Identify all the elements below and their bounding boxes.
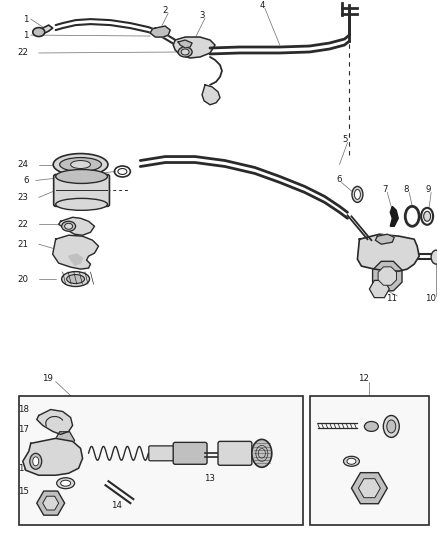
Text: 11: 11 [386, 294, 397, 303]
Ellipse shape [71, 160, 91, 168]
Ellipse shape [60, 158, 102, 172]
Text: 6: 6 [336, 175, 342, 184]
Text: 18: 18 [18, 405, 29, 414]
Ellipse shape [33, 28, 45, 37]
Ellipse shape [67, 274, 85, 284]
Text: 22: 22 [18, 220, 29, 229]
Ellipse shape [387, 420, 396, 433]
Polygon shape [59, 217, 95, 235]
Text: 15: 15 [18, 487, 29, 496]
Text: 19: 19 [42, 374, 53, 383]
Polygon shape [150, 26, 170, 37]
Text: 6: 6 [23, 176, 29, 185]
Ellipse shape [118, 168, 127, 174]
Polygon shape [178, 40, 192, 48]
Text: 2: 2 [162, 6, 168, 14]
FancyBboxPatch shape [173, 442, 207, 464]
Ellipse shape [62, 272, 89, 287]
Polygon shape [173, 37, 215, 58]
FancyBboxPatch shape [218, 441, 252, 465]
Text: 22: 22 [18, 49, 29, 58]
Text: 14: 14 [111, 500, 122, 510]
Text: 5: 5 [342, 135, 347, 144]
Ellipse shape [383, 416, 399, 438]
Ellipse shape [56, 198, 107, 211]
Ellipse shape [352, 187, 363, 203]
Ellipse shape [178, 47, 192, 57]
Ellipse shape [181, 49, 189, 55]
Text: 7: 7 [382, 185, 387, 194]
Text: 24: 24 [18, 160, 29, 169]
Ellipse shape [343, 456, 360, 466]
FancyBboxPatch shape [54, 174, 110, 206]
Text: 4: 4 [259, 1, 265, 10]
Ellipse shape [33, 457, 39, 466]
Ellipse shape [354, 189, 360, 199]
Ellipse shape [60, 480, 71, 486]
Text: 20: 20 [18, 274, 29, 284]
Ellipse shape [53, 154, 108, 175]
Polygon shape [23, 438, 82, 475]
Text: 1: 1 [23, 30, 29, 39]
Text: 12: 12 [358, 374, 369, 383]
Ellipse shape [65, 223, 73, 229]
Polygon shape [357, 234, 419, 271]
Bar [310, 395, 429, 525]
Polygon shape [37, 409, 73, 434]
Ellipse shape [424, 211, 431, 221]
Text: 1: 1 [23, 14, 29, 23]
Text: 3: 3 [200, 11, 205, 20]
Bar [19, 395, 303, 525]
FancyBboxPatch shape [149, 446, 174, 461]
Ellipse shape [62, 221, 76, 231]
Polygon shape [69, 254, 82, 265]
Ellipse shape [30, 454, 42, 469]
Text: 21: 21 [18, 240, 29, 249]
Text: 23: 23 [18, 193, 29, 202]
Ellipse shape [431, 250, 438, 264]
Text: 16: 16 [18, 464, 29, 473]
Text: 9: 9 [426, 185, 431, 194]
Ellipse shape [252, 439, 272, 467]
Polygon shape [37, 25, 53, 35]
Text: 10: 10 [425, 294, 436, 303]
Ellipse shape [364, 422, 378, 431]
Ellipse shape [347, 458, 356, 464]
Text: 17: 17 [18, 425, 29, 434]
Polygon shape [202, 85, 220, 105]
Ellipse shape [57, 478, 74, 489]
Text: 8: 8 [404, 185, 409, 194]
Ellipse shape [56, 169, 107, 183]
Text: 13: 13 [204, 474, 215, 483]
Polygon shape [53, 235, 99, 269]
Polygon shape [390, 206, 398, 227]
Polygon shape [375, 234, 394, 244]
